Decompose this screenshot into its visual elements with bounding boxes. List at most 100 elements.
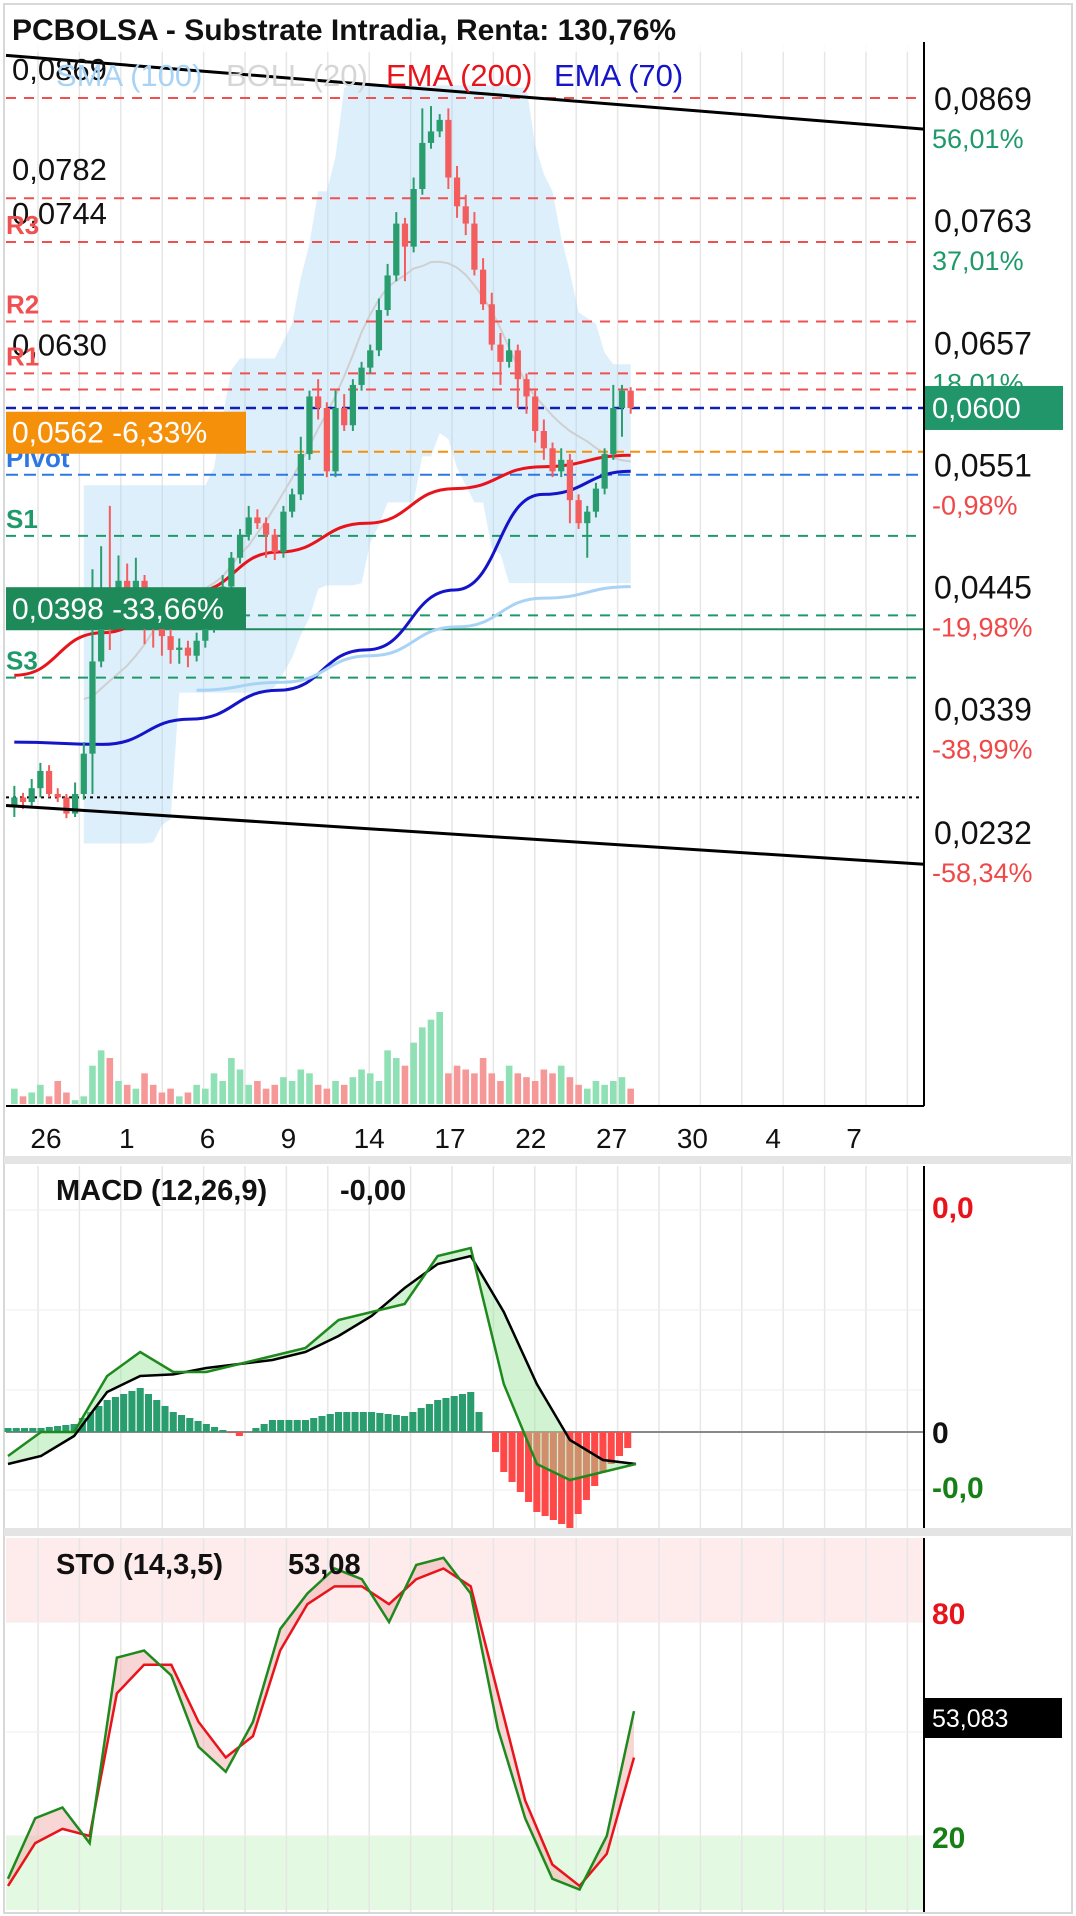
macd-hist-bar (392, 1415, 400, 1432)
macd-hist-bar (368, 1412, 376, 1432)
volume-bar (332, 1081, 339, 1104)
entry-price-text: 0,0398 -33,66% (12, 593, 224, 626)
x-axis-bg (6, 1108, 924, 1154)
candle (453, 165, 461, 218)
x-axis: 26 1 6 9 14 17 22 27 30 4 7 (6, 1108, 924, 1154)
candle (262, 517, 270, 558)
candle (627, 387, 634, 414)
macd-hist-bar (70, 1424, 78, 1432)
sto-title: STO (14,3,5) (56, 1549, 223, 1581)
macd-signal-line (7, 1254, 637, 1466)
macd-hist-bar (268, 1420, 276, 1432)
volume-bar (471, 1073, 478, 1104)
volume-bar (37, 1084, 44, 1104)
macd-hist-bar (301, 1420, 310, 1432)
volume-bar (228, 1058, 235, 1104)
macd-hist-bar (202, 1424, 210, 1432)
volume-bar (245, 1084, 253, 1104)
macd-hist-bar (235, 1432, 243, 1436)
lower-trendline[interactable] (5, 804, 925, 866)
macd-axis-top: 0,0 (932, 1192, 974, 1225)
x-axis-label: 4 (765, 1123, 781, 1154)
legend-boll[interactable]: BOLL (20) (226, 58, 368, 93)
separator-2[interactable] (4, 1528, 1072, 1536)
legend-ema70[interactable]: EMA (70) (554, 58, 683, 93)
candle (410, 177, 417, 253)
separator-1[interactable] (4, 1156, 1072, 1164)
x-axis-label: 17 (434, 1123, 465, 1154)
sto-axis-80: 80 (932, 1598, 965, 1631)
volume-bar (80, 1096, 88, 1104)
volume-bar (410, 1042, 417, 1104)
macd-hist-bar (334, 1412, 343, 1432)
candle (506, 338, 513, 368)
price-axis-pct: 37,01% (932, 246, 1024, 276)
volume-bar (123, 1084, 131, 1104)
price-axis-label: 0,0763 (934, 203, 1032, 239)
volume-bar (601, 1084, 608, 1104)
x-axis-label: 22 (515, 1123, 546, 1154)
volume-bar (497, 1081, 504, 1104)
macd-hist-bar (458, 1394, 467, 1432)
candle (184, 640, 192, 668)
level-price-label: 0,0782 (12, 152, 107, 187)
macd-hist-bar (351, 1412, 359, 1432)
volume-bar (202, 1088, 209, 1104)
volume-bar (149, 1084, 157, 1104)
price-tags: 0,0562 -6,33% 0,0398 -33,66% (6, 411, 246, 630)
price-axis-label: 0,0339 (934, 692, 1032, 728)
sto-axis-20: 20 (932, 1822, 965, 1855)
volume-bar (89, 1065, 96, 1104)
candle (497, 333, 504, 385)
volume-bar (575, 1084, 582, 1104)
candle (375, 298, 383, 357)
volume-bar (63, 1092, 70, 1104)
avg-price-text: 0,0562 -6,33% (12, 417, 207, 450)
macd-hist-bar (359, 1412, 367, 1432)
volume-bar (627, 1088, 634, 1104)
volume-bar (583, 1088, 591, 1104)
candle (332, 390, 339, 478)
indicator-legend: SMA (100) BOLL (20) EMA (200) EMA (70) (56, 58, 683, 93)
volume-bar (262, 1088, 270, 1104)
legend-sma[interactable]: SMA (100) (56, 58, 202, 93)
candle (288, 488, 296, 518)
macd-hist-bar (144, 1394, 153, 1432)
macd-axis-bottom: -0,0 (932, 1472, 984, 1505)
price-axis-pct: -38,99% (932, 735, 1033, 765)
sto-k-line (6, 1556, 636, 1892)
upper-trendline[interactable] (5, 53, 925, 131)
candle (367, 344, 374, 374)
candle (254, 509, 261, 529)
candle (37, 762, 44, 798)
volume-bar (314, 1084, 322, 1104)
entry-price-tag (6, 587, 246, 630)
sto-value: 53,08 (288, 1549, 361, 1581)
candle (358, 361, 365, 391)
macd-hist-bar (95, 1406, 103, 1432)
volume-bar (19, 1096, 27, 1104)
macd-fill (8, 1248, 636, 1480)
macd-value: -0,00 (340, 1175, 406, 1207)
macd-hist-bar (326, 1414, 334, 1432)
price-axis-label: 0,0232 (934, 815, 1032, 851)
volume-bar (505, 1065, 513, 1104)
volume-bar (384, 1050, 391, 1104)
macd-hist-bar (20, 1428, 29, 1432)
macd-hist-bar (177, 1415, 186, 1432)
candle (419, 108, 426, 195)
macd-hist-bar (624, 1432, 632, 1448)
volume-bar (132, 1088, 140, 1104)
sto-lines (6, 1556, 636, 1892)
legend-ema200[interactable]: EMA (200) (386, 58, 532, 93)
candle (45, 765, 53, 798)
macd-hist-bar (62, 1425, 70, 1432)
macd-hist-bar (384, 1414, 392, 1432)
ma-line-ema-70 (14, 469, 631, 746)
sto-current-value: 53,083 (932, 1705, 1008, 1733)
macd-hist-bar (434, 1400, 442, 1432)
macd-hist-bar (260, 1424, 268, 1432)
candle (479, 258, 487, 311)
macd-hist-bar (541, 1432, 549, 1516)
